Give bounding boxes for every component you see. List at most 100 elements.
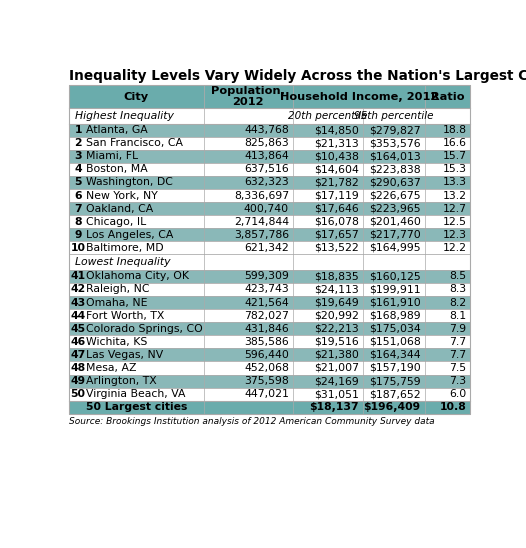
Text: $168,989: $168,989 <box>369 311 421 321</box>
Bar <box>69 108 470 123</box>
Text: 8.2: 8.2 <box>449 298 467 307</box>
Text: 7: 7 <box>74 204 82 214</box>
Text: $160,125: $160,125 <box>369 271 421 281</box>
Text: City: City <box>124 92 149 101</box>
Text: Atlanta, GA: Atlanta, GA <box>86 125 148 135</box>
Text: $199,911: $199,911 <box>369 284 421 294</box>
Text: $201,460: $201,460 <box>369 216 421 227</box>
Text: 15.7: 15.7 <box>442 151 467 161</box>
Text: 43: 43 <box>70 298 86 307</box>
Text: $226,675: $226,675 <box>369 191 421 201</box>
Text: $10,438: $10,438 <box>314 151 359 161</box>
Text: $16,078: $16,078 <box>314 216 359 227</box>
Bar <box>69 202 470 215</box>
Text: $21,380: $21,380 <box>314 350 359 360</box>
Text: 42: 42 <box>70 284 86 294</box>
Text: Lowest Inequality: Lowest Inequality <box>75 257 170 267</box>
Text: 49: 49 <box>70 376 86 386</box>
Text: $19,649: $19,649 <box>314 298 359 307</box>
Text: 637,516: 637,516 <box>244 164 289 174</box>
Text: $24,169: $24,169 <box>314 376 359 386</box>
Text: $353,576: $353,576 <box>369 138 421 148</box>
Text: $17,646: $17,646 <box>314 204 359 214</box>
Text: $21,782: $21,782 <box>314 178 359 187</box>
Text: 12.5: 12.5 <box>442 216 467 227</box>
Text: 18.8: 18.8 <box>442 125 467 135</box>
Text: 413,864: 413,864 <box>244 151 289 161</box>
Bar <box>69 335 470 349</box>
Bar <box>69 241 470 254</box>
Text: Colorado Springs, CO: Colorado Springs, CO <box>86 324 203 334</box>
Text: 6.0: 6.0 <box>449 389 467 399</box>
Text: Chicago, IL: Chicago, IL <box>86 216 146 227</box>
Text: $18,137: $18,137 <box>309 402 359 412</box>
Text: Arlington, TX: Arlington, TX <box>86 376 157 386</box>
Text: 452,068: 452,068 <box>244 363 289 373</box>
Text: 423,743: 423,743 <box>244 284 289 294</box>
Text: Los Angeles, CA: Los Angeles, CA <box>86 230 173 240</box>
Bar <box>69 163 470 176</box>
Text: 8: 8 <box>74 216 82 227</box>
Text: 5: 5 <box>74 178 82 187</box>
Text: $21,313: $21,313 <box>314 138 359 148</box>
Text: $223,838: $223,838 <box>369 164 421 174</box>
Text: 10.8: 10.8 <box>440 402 467 412</box>
Text: $31,051: $31,051 <box>314 389 359 399</box>
Text: Fort Worth, TX: Fort Worth, TX <box>86 311 164 321</box>
Text: 447,021: 447,021 <box>244 389 289 399</box>
Text: 20th percentile: 20th percentile <box>288 111 368 121</box>
Text: New York, NY: New York, NY <box>86 191 158 201</box>
Text: 7.5: 7.5 <box>449 363 467 373</box>
Bar <box>69 85 470 414</box>
Text: 632,323: 632,323 <box>244 178 289 187</box>
Bar <box>69 150 470 163</box>
Bar <box>69 123 470 136</box>
Text: 95th percentile: 95th percentile <box>354 111 433 121</box>
Text: Ratio: Ratio <box>431 92 464 101</box>
Text: San Francisco, CA: San Francisco, CA <box>86 138 183 148</box>
Text: 8.3: 8.3 <box>449 284 467 294</box>
Text: 621,342: 621,342 <box>244 243 289 253</box>
Text: $196,409: $196,409 <box>363 402 421 412</box>
Text: $151,068: $151,068 <box>369 337 421 347</box>
Text: 13.2: 13.2 <box>442 191 467 201</box>
Bar <box>69 401 470 414</box>
Text: Miami, FL: Miami, FL <box>86 151 138 161</box>
Text: Inequality Levels Vary Widely Across the Nation's Largest Cities: Inequality Levels Vary Widely Across the… <box>69 69 526 83</box>
Text: 431,846: 431,846 <box>244 324 289 334</box>
Text: $290,637: $290,637 <box>369 178 421 187</box>
Text: 385,586: 385,586 <box>244 337 289 347</box>
Text: $157,190: $157,190 <box>369 363 421 373</box>
Text: $24,113: $24,113 <box>314 284 359 294</box>
Text: $22,213: $22,213 <box>314 324 359 334</box>
Text: 3,857,786: 3,857,786 <box>234 230 289 240</box>
Text: 7.3: 7.3 <box>449 376 467 386</box>
Text: Mesa, AZ: Mesa, AZ <box>86 363 136 373</box>
Text: 48: 48 <box>70 363 86 373</box>
Text: 46: 46 <box>70 337 86 347</box>
Text: 41: 41 <box>70 271 86 281</box>
Text: Household Income, 2012: Household Income, 2012 <box>280 92 438 101</box>
Text: $14,850: $14,850 <box>314 125 359 135</box>
Text: 8.1: 8.1 <box>449 311 467 321</box>
Text: 13.3: 13.3 <box>442 178 467 187</box>
Text: $217,770: $217,770 <box>369 230 421 240</box>
Text: 375,598: 375,598 <box>244 376 289 386</box>
Text: 12.7: 12.7 <box>442 204 467 214</box>
Text: $279,827: $279,827 <box>369 125 421 135</box>
Text: Source: Brookings Institution analysis of 2012 American Community Survey data: Source: Brookings Institution analysis o… <box>69 417 434 426</box>
Text: 596,440: 596,440 <box>244 350 289 360</box>
Text: 45: 45 <box>70 324 86 334</box>
Bar <box>69 296 470 309</box>
Text: 16.6: 16.6 <box>442 138 467 148</box>
Text: $20,992: $20,992 <box>314 311 359 321</box>
Bar <box>69 215 470 228</box>
Text: $17,657: $17,657 <box>314 230 359 240</box>
Text: 50 Largest cities: 50 Largest cities <box>86 402 187 412</box>
Text: 8,336,697: 8,336,697 <box>234 191 289 201</box>
Text: 400,740: 400,740 <box>244 204 289 214</box>
Bar <box>69 189 470 202</box>
Text: $14,604: $14,604 <box>314 164 359 174</box>
Text: Raleigh, NC: Raleigh, NC <box>86 284 149 294</box>
Bar <box>69 374 470 387</box>
